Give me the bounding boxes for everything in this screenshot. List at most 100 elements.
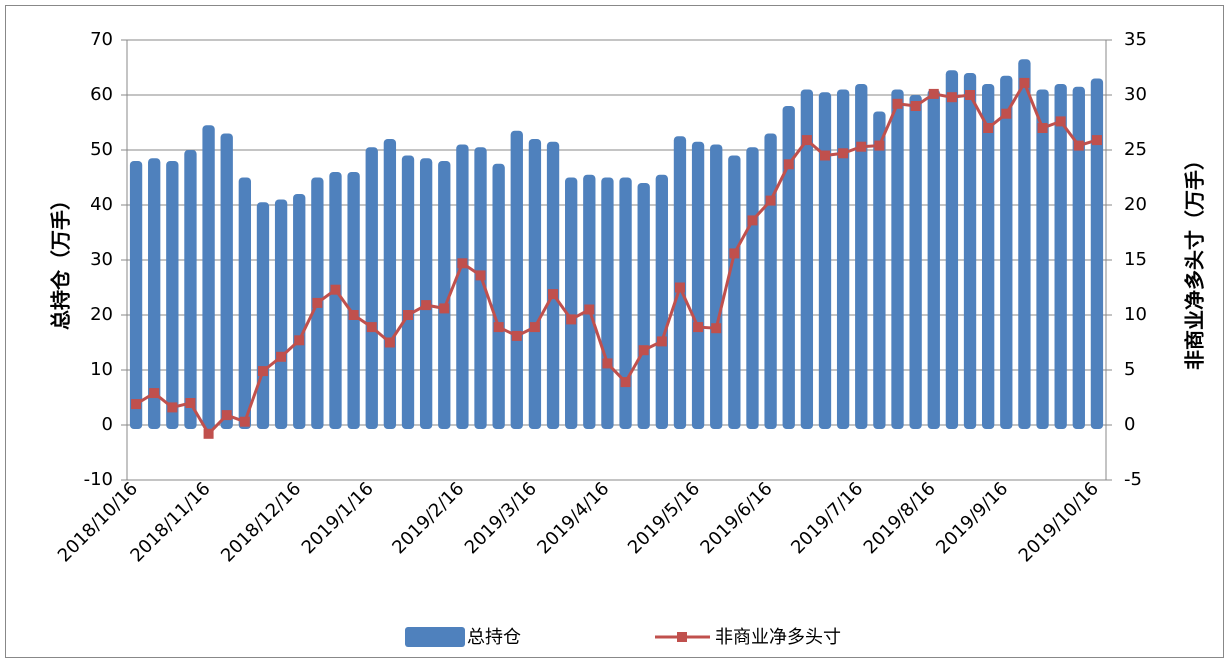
bar (691, 141, 705, 429)
bar (528, 139, 542, 429)
line-marker (711, 323, 722, 334)
bar (818, 92, 832, 429)
line-marker (403, 310, 414, 320)
line-marker (475, 270, 486, 281)
line-marker (584, 304, 595, 315)
y2-tick-label: 5 (1124, 359, 1135, 380)
bar (274, 199, 288, 429)
bar (238, 177, 252, 429)
y-tick-label: 30 (90, 249, 113, 270)
line-marker (765, 195, 776, 206)
bar (1000, 75, 1013, 429)
line-marker (1055, 116, 1066, 127)
line-marker (511, 330, 522, 341)
line-marker (602, 358, 613, 369)
bar (619, 177, 632, 429)
y2-tick-label: 0 (1124, 414, 1135, 435)
y2-tick-label: 15 (1124, 249, 1147, 270)
bar (655, 174, 668, 429)
line-marker (856, 141, 867, 152)
line-marker (783, 159, 794, 170)
y-tick-label: 0 (102, 414, 113, 435)
y-tick-label: 60 (90, 84, 113, 105)
bar (710, 144, 723, 429)
line-marker (276, 351, 287, 362)
line-marker (239, 416, 250, 427)
line-marker (693, 322, 704, 333)
line-marker (348, 310, 359, 320)
bar (256, 202, 270, 429)
legend-label: 总持仓 (467, 627, 521, 648)
bar (419, 158, 433, 429)
line-marker (439, 303, 450, 314)
bar (347, 172, 360, 429)
bar (746, 147, 759, 429)
line-marker (131, 399, 142, 410)
bar (474, 147, 487, 429)
bar (1018, 59, 1031, 429)
line-marker (1091, 135, 1102, 146)
bar (565, 177, 578, 429)
bar (438, 161, 451, 429)
line-marker (529, 322, 540, 333)
y2-axis-title: 非商业净多头寸（万手） (1183, 150, 1207, 370)
line-marker (1037, 123, 1048, 133)
y2-tick-label: 25 (1124, 139, 1147, 160)
y-tick-label: 40 (90, 194, 113, 215)
bar (401, 155, 415, 429)
bar (293, 194, 306, 429)
line-marker (910, 101, 921, 111)
y-tick-label: -10 (84, 469, 113, 490)
bar (963, 73, 977, 429)
bar (800, 89, 814, 429)
bar (510, 130, 523, 429)
line-marker (548, 289, 559, 300)
bar (945, 70, 959, 429)
bar (365, 147, 378, 429)
bar (329, 172, 342, 429)
bar (927, 89, 940, 429)
y2-tick-label: 10 (1124, 304, 1147, 325)
bar (583, 174, 596, 429)
legend-swatch (405, 627, 465, 647)
y2-tick-label: -5 (1124, 469, 1142, 490)
y-tick-label: 70 (90, 29, 113, 50)
line-marker (638, 345, 649, 356)
legend-label: 非商业净多头寸 (715, 627, 841, 648)
line-marker (384, 337, 395, 348)
line-marker (1019, 77, 1030, 88)
legend-marker (677, 632, 687, 642)
bar (1036, 89, 1049, 429)
line-marker (874, 140, 885, 151)
line-marker (838, 148, 849, 159)
line-marker (366, 322, 377, 333)
bar (873, 111, 886, 429)
line-marker (656, 336, 667, 347)
y2-tick-label: 20 (1124, 194, 1147, 215)
line-marker (729, 248, 740, 259)
line-marker (801, 135, 812, 146)
y-tick-label: 50 (90, 139, 113, 160)
line-marker (892, 98, 903, 109)
y-tick-label: 10 (90, 359, 113, 380)
line-marker (203, 428, 214, 439)
line-marker (221, 410, 232, 421)
line-marker (674, 282, 685, 293)
line-marker (185, 398, 196, 408)
bar (728, 155, 741, 429)
bar (166, 161, 179, 429)
y-axis-title: 总持仓（万手） (49, 190, 73, 330)
y2-tick-label: 30 (1124, 84, 1147, 105)
line-marker (330, 284, 341, 295)
line-marker (620, 377, 631, 388)
line-marker (1073, 140, 1084, 151)
line-marker (149, 388, 160, 399)
line-marker (312, 297, 323, 308)
bar (782, 106, 795, 429)
bar (764, 133, 777, 429)
bar (1054, 84, 1067, 429)
y2-tick-label: 35 (1124, 29, 1147, 50)
bar (184, 150, 197, 429)
bar (855, 84, 868, 429)
